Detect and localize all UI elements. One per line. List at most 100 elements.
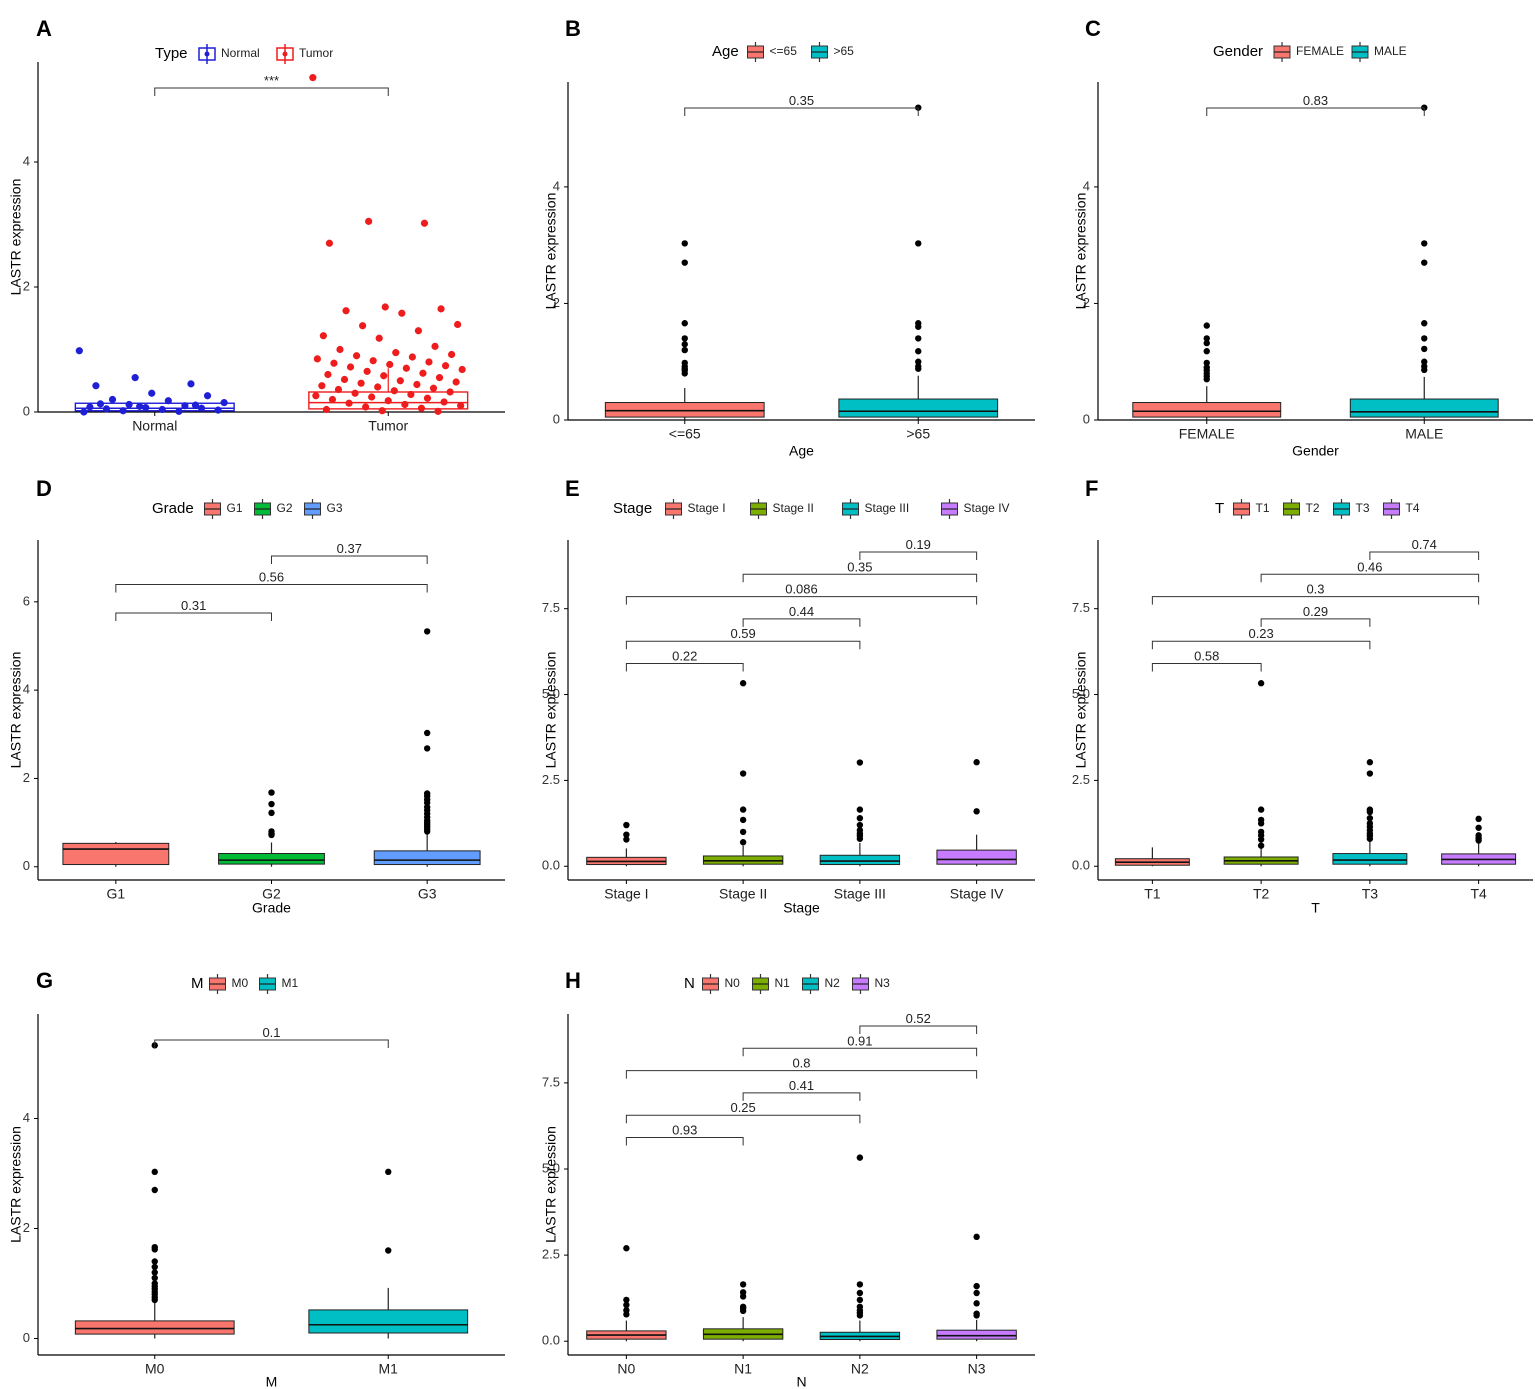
comparison-2: 0.37 [271,541,428,564]
outlier-point [151,1263,158,1271]
comparison-label: 0.3 [1306,582,1324,597]
outlier-point [268,789,275,796]
box-0 [74,1042,235,1339]
comparison-label: 0.35 [847,559,872,574]
data-point [131,374,139,382]
data-point [92,382,100,390]
outlier-point [681,370,688,377]
comparison-0: *** [154,73,389,96]
data-point [401,400,409,409]
legend-key-2: T3 [1333,499,1370,519]
outlier-point [856,835,864,842]
outlier-point [856,806,864,813]
outlier-point [1366,808,1374,816]
y-axis-label: LASTR expression [7,652,23,769]
data-point [340,375,349,384]
data-point [386,360,394,369]
data-point [334,385,343,394]
outlier-point [1257,806,1265,813]
comparison-bracket [625,1114,861,1124]
legend-key-2: N2 [802,974,840,994]
outlier-point [915,358,922,365]
data-point [378,407,386,415]
outlier-point [1421,335,1428,342]
outlier-point [151,1246,158,1253]
x-axis-label: Stage [783,900,820,916]
data-point [457,402,465,410]
y-tick-label: 0 [23,1330,30,1345]
data-point [435,374,444,382]
y-axis-label: LASTR expression [542,1126,558,1243]
x-tick-label: >65 [906,425,930,441]
outlier-point [739,1307,747,1315]
outlier-point [423,628,431,635]
legend-label: Stage II [773,501,814,515]
outlier-point [973,808,980,815]
comparison-label: 0.31 [181,598,206,613]
y-tick-label: 0 [1083,411,1090,426]
data-point [363,367,371,375]
data-point [119,407,127,415]
outlier-point [973,759,980,766]
legend-swatch-point [204,51,210,57]
outlier-point [681,341,688,348]
outlier-point [739,680,747,687]
y-tick-label: 4 [553,178,560,193]
outlier-point [915,335,922,342]
comparison-bracket [625,1137,744,1146]
comparison-label: *** [264,73,279,88]
comparison-label: 0.52 [906,1011,931,1026]
data-point [437,305,445,313]
legend-label: T1 [1256,501,1270,515]
outlier-point [623,821,630,829]
box-0 [1132,322,1282,420]
legend-title: Type [155,45,188,62]
comparison-label: 0.56 [259,570,284,585]
data-point [203,392,212,400]
data-point [214,406,222,414]
legend-key-1: N1 [752,974,790,994]
legend-key-1: T2 [1283,499,1320,519]
outlier-point [681,335,688,342]
x-tick-label: T3 [1362,885,1379,901]
legend-title: N [684,975,695,992]
y-tick-label: 5.0 [1072,686,1090,701]
x-tick-label: N1 [734,1360,752,1376]
box-1 [702,680,784,867]
comparison-label: 0.91 [847,1033,872,1048]
outlier-point [973,1300,980,1307]
data-point [357,379,365,387]
legend-key-3: Stage IV [941,499,1010,519]
box-body [1132,402,1282,418]
outlier-point [915,365,922,372]
outlier-point [623,836,630,843]
x-tick-label: MALE [1405,425,1443,441]
comparison-bracket [1151,596,1480,605]
x-tick-label: Stage III [834,885,886,901]
y-tick-label: 0 [553,411,560,426]
outlier-point [856,759,864,766]
data-point [351,389,359,397]
data-point [440,398,448,406]
legend-title: M [191,975,204,992]
legend-key-1: M1 [259,974,298,994]
legend-key-0: M0 [209,974,248,994]
y-axis-label: LASTR expression [1072,193,1088,310]
y-axis-label: LASTR expression [542,193,558,310]
comparison-label: 0.1 [262,1025,280,1040]
outlier-point [151,1296,158,1304]
data-point [346,363,355,371]
data-point [381,303,389,311]
panel-tag: D [36,476,52,501]
data-point [187,380,195,388]
box-3 [936,759,1017,867]
comparison-bracket [742,573,978,583]
data-point [80,408,88,416]
box-0 [586,1245,667,1342]
data-point [359,322,367,330]
y-tick-label: 2 [553,295,560,310]
y-tick-label: 4 [23,153,30,168]
